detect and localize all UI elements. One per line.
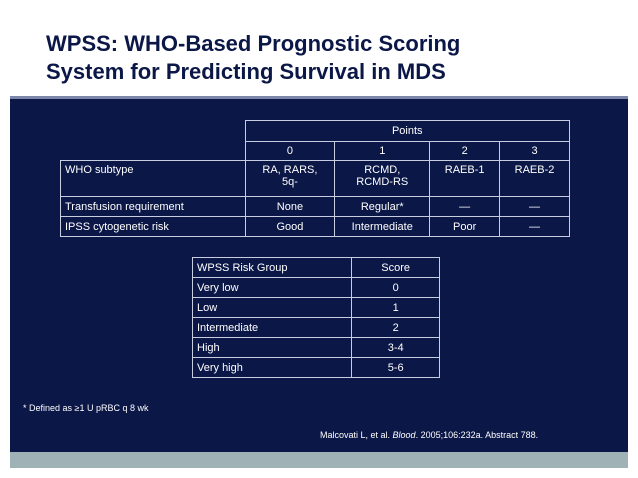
risk-header-row: WPSS Risk Group Score [191,257,440,278]
footnote: * Defined as ≥1 U pRBC q 8 wk [23,403,149,413]
risk-group-header: WPSS Risk Group [191,257,353,278]
row-label: IPSS cytogenetic risk [60,216,246,237]
risk-score: 3-4 [351,337,440,358]
score-header-row: 0 1 2 3 [61,141,570,161]
points-table-corner [61,121,246,142]
title-line-2: System for Predicting Survival in MDS [46,59,446,84]
slide-title: WPSS: WHO-Based Prognostic Scoring Syste… [46,30,606,86]
risk-group: Low [191,297,353,318]
table-row: WHO subtype RA, RARS, 5q- RCMD, RCMD-RS … [60,160,570,197]
bottom-strip [10,452,628,468]
risk-group-table: WPSS Risk Group Score Very low 0 Low 1 I… [191,257,440,378]
risk-group: Intermediate [191,317,353,338]
table-row: Transfusion requirement None Regular* — … [60,196,570,217]
risk-score: 5-6 [351,357,440,378]
risk-group: Very low [191,277,353,298]
table-cell: None [244,196,336,217]
citation-authors: Malcovati L, et al. [320,430,393,440]
points-header-row: Points [61,120,571,142]
table-cell: Poor [429,216,501,237]
points-header: Points [244,120,571,142]
score-col-1: 1 [334,141,431,161]
score-col-3: 3 [499,141,570,161]
title-divider [10,96,628,99]
table-cell: Intermediate [334,216,431,237]
citation-journal: Blood [392,430,416,440]
table-row: High 3-4 [191,337,440,358]
risk-score: 2 [351,317,440,338]
points-table-corner-2 [61,142,246,161]
table-cell: — [499,196,570,217]
table-row: Low 1 [191,297,440,318]
table-cell: RAEB-1 [429,160,501,197]
score-header: Score [351,257,440,278]
citation: Malcovati L, et al. Blood. 2005;106:232a… [320,430,538,440]
score-col-0: 0 [244,141,336,161]
citation-details: . 2005;106:232a. Abstract 788. [415,430,539,440]
table-cell: Regular* [334,196,431,217]
risk-score: 0 [351,277,440,298]
table-cell: — [499,216,570,237]
row-label: Transfusion requirement [60,196,246,217]
risk-group: High [191,337,353,358]
table-cell: RCMD, RCMD-RS [334,160,431,197]
risk-score: 1 [351,297,440,318]
table-cell: RAEB-2 [499,160,570,197]
table-row: IPSS cytogenetic risk Good Intermediate … [60,216,570,237]
title-band [10,12,628,96]
title-line-1: WPSS: WHO-Based Prognostic Scoring [46,31,461,56]
table-row: Very high 5-6 [191,357,440,378]
table-row: Intermediate 2 [191,317,440,338]
table-cell: Good [244,216,336,237]
risk-group: Very high [191,357,353,378]
table-cell: — [429,196,501,217]
score-col-2: 2 [429,141,501,161]
table-cell: RA, RARS, 5q- [244,160,336,197]
row-label: WHO subtype [60,160,246,197]
table-row: Very low 0 [191,277,440,298]
points-table: Points 0 1 2 3 WHO subtype RA, RARS, 5q-… [60,120,571,237]
